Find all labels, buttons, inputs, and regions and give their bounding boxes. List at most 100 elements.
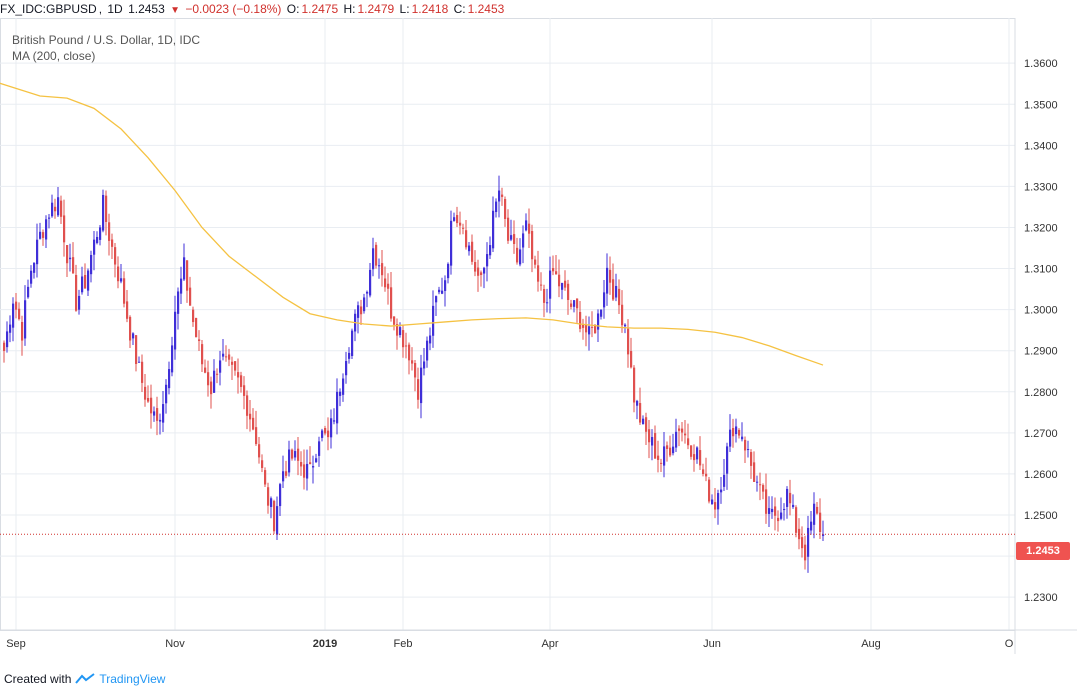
symbol-name[interactable]: FX_IDC:GBPUSD xyxy=(0,2,97,16)
candle-body xyxy=(144,386,147,400)
candle-body xyxy=(540,284,543,286)
candle-body xyxy=(771,508,774,513)
candle-body xyxy=(714,502,717,510)
candle-body xyxy=(141,361,144,383)
y-tick-label: 1.2800 xyxy=(1024,387,1058,399)
candle-body xyxy=(294,451,297,458)
candle-body xyxy=(675,431,678,448)
candle-body xyxy=(513,234,516,244)
candle-body xyxy=(57,197,60,216)
candle-body xyxy=(600,309,603,317)
interval-label[interactable]: 1D xyxy=(107,2,123,16)
candle-body xyxy=(480,272,483,275)
candle-body xyxy=(477,267,480,276)
candle-body xyxy=(471,241,474,262)
price-change: −0.0023 (−0.18%) xyxy=(185,2,282,16)
candle-body xyxy=(588,326,591,335)
candle-body xyxy=(81,276,84,293)
candle-body xyxy=(99,227,102,240)
y-tick-label: 1.2700 xyxy=(1024,428,1058,440)
candle-body xyxy=(624,324,627,327)
candle-body xyxy=(711,499,714,505)
candle-body xyxy=(579,311,582,329)
candle-body xyxy=(228,354,231,360)
candle-body xyxy=(462,227,465,229)
tradingview-brand[interactable]: TradingView xyxy=(99,672,166,686)
candle-body xyxy=(15,301,18,310)
candle-body xyxy=(735,426,738,435)
candle-body xyxy=(363,297,366,312)
candle-body xyxy=(687,438,690,446)
candle-body xyxy=(795,507,798,533)
candle-body xyxy=(246,395,249,416)
candle-body xyxy=(387,283,390,289)
candle-body xyxy=(180,278,183,294)
candle-body xyxy=(636,400,639,406)
candle-body xyxy=(132,333,135,339)
open-value: 1.2475 xyxy=(301,2,339,16)
candle-body xyxy=(201,344,204,365)
candle-body xyxy=(741,436,744,440)
candle-body xyxy=(765,489,768,514)
candle-body xyxy=(555,271,558,275)
candle-body xyxy=(390,287,393,319)
chart-title[interactable]: British Pound / U.S. Dollar, 1D, IDC xyxy=(12,33,201,47)
candle-body xyxy=(729,429,732,447)
low-label: L: xyxy=(399,2,410,16)
price-chart[interactable]: 1.3600 1.3500 1.3400 1.3300 1.3200 1.3100 1.30… xyxy=(0,18,1077,658)
candle-body xyxy=(225,356,228,358)
candle-body xyxy=(525,220,528,231)
candle-body xyxy=(672,446,675,454)
candle-body xyxy=(288,449,291,473)
candle-body xyxy=(102,194,105,231)
candle-body xyxy=(669,447,672,456)
footer-credit: Created with TradingView xyxy=(4,670,165,688)
candle-body xyxy=(156,408,159,421)
candle-body xyxy=(816,506,819,514)
candle-body xyxy=(90,254,93,275)
candle-body xyxy=(237,372,240,378)
candle-body xyxy=(78,295,81,310)
candle-body xyxy=(414,363,417,378)
candle-body xyxy=(204,367,207,373)
candle-body xyxy=(366,291,369,294)
candle-body xyxy=(489,245,492,256)
candle-body xyxy=(753,462,756,482)
y-tick-label: 1.3300 xyxy=(1024,181,1058,193)
candle-body xyxy=(603,292,606,308)
candle-body xyxy=(216,373,219,375)
candle-body xyxy=(621,304,624,326)
candle-body xyxy=(702,469,705,474)
candle-body xyxy=(423,361,426,369)
ma-indicator-label[interactable]: MA (200, close) xyxy=(12,49,96,63)
candle-body xyxy=(522,233,525,248)
candle-body xyxy=(507,217,510,241)
candle-body xyxy=(54,206,57,212)
candle-body xyxy=(801,537,804,549)
candle-body xyxy=(234,361,237,371)
candle-body xyxy=(75,274,78,311)
candle-body xyxy=(291,449,294,459)
candle-body xyxy=(399,327,402,336)
candle-body xyxy=(177,291,180,314)
candle-body xyxy=(516,247,519,263)
candle-body xyxy=(531,231,534,260)
candle-body xyxy=(585,324,588,333)
candle-body xyxy=(348,352,351,359)
candle-body xyxy=(105,195,108,222)
candle-body xyxy=(207,372,210,386)
candle-body xyxy=(396,324,399,336)
candle-body xyxy=(405,345,408,347)
candle-body xyxy=(690,445,693,457)
candle-body xyxy=(495,201,498,213)
candle-body xyxy=(261,460,264,468)
candle-body xyxy=(69,257,72,260)
candle-body xyxy=(381,263,384,276)
candle-body xyxy=(597,313,600,330)
candle-body xyxy=(537,265,540,282)
candle-body xyxy=(459,222,462,226)
candle-body xyxy=(87,270,90,291)
high-label: H: xyxy=(343,2,356,16)
candle-body xyxy=(96,236,99,244)
candle-body xyxy=(270,498,273,507)
